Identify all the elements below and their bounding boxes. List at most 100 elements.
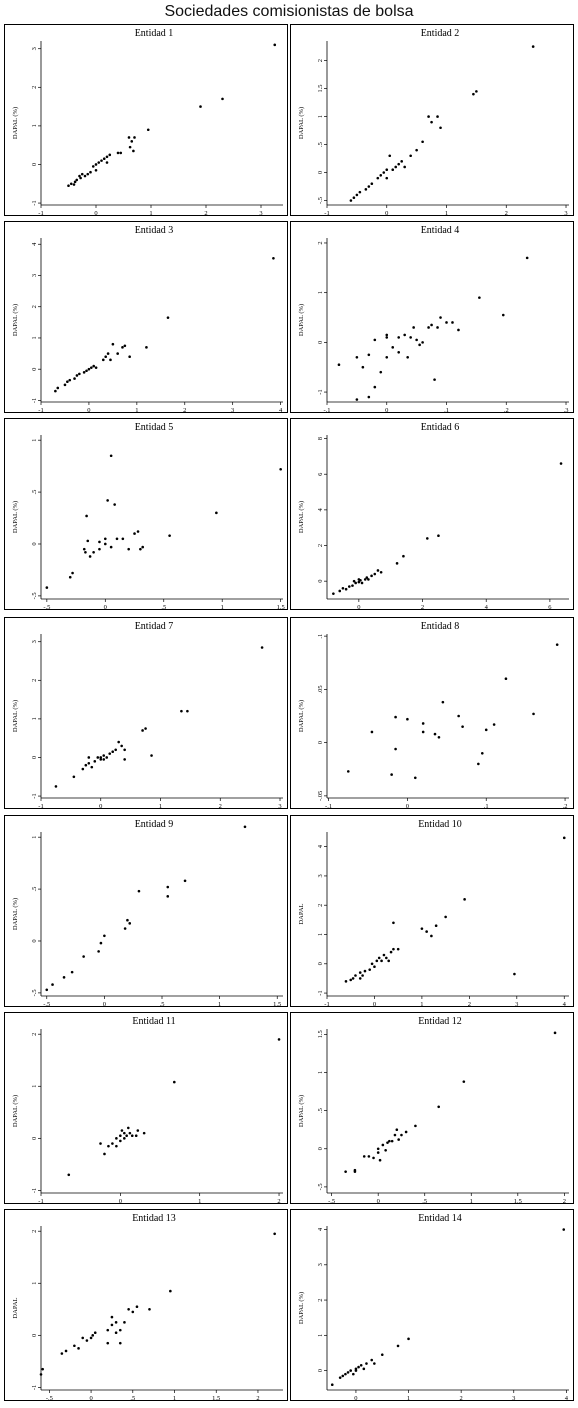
data-point (103, 542, 107, 546)
data-point (109, 358, 112, 362)
data-point (353, 1170, 357, 1173)
data-point (127, 136, 131, 139)
data-point (118, 1328, 122, 1332)
data-point (97, 161, 101, 164)
data-point (142, 1131, 146, 1135)
data-point (355, 398, 359, 401)
data-point (105, 161, 109, 164)
data-point (359, 578, 362, 582)
data-point (119, 151, 123, 155)
chart-title: Entidad 6 (421, 422, 460, 433)
chart-title: Entidad 7 (135, 621, 174, 632)
data-point (370, 182, 374, 186)
x-tick-label: -.5 (43, 1001, 50, 1006)
data-point (365, 1362, 368, 1365)
data-point (433, 378, 436, 381)
data-point (75, 374, 79, 377)
y-tick-label: 0 (31, 1137, 38, 1140)
data-point (96, 756, 100, 759)
data-point (215, 511, 218, 515)
data-point (80, 172, 84, 176)
data-point (105, 155, 109, 159)
x-tick-label: 1 (221, 604, 224, 609)
x-tick-label: -.5 (46, 1395, 53, 1400)
x-tick-label: 1 (420, 1001, 423, 1006)
data-point (102, 754, 106, 757)
x-tick-label: -1 (38, 1198, 43, 1203)
data-point (150, 754, 153, 757)
scatter-plot: Entidad 9-.50.51-.50.511.5DACT (%)DAPAL … (12, 819, 283, 1006)
chart-title: Entidad 13 (132, 1213, 176, 1224)
data-point (94, 366, 98, 369)
scatter-plot: Entidad 5-.50.51-.50.511.5DACT (%)DAPAL … (12, 422, 285, 609)
x-tick-label: 0 (119, 1198, 122, 1203)
data-point (127, 547, 130, 551)
data-point (166, 885, 170, 889)
data-point (115, 1137, 118, 1140)
data-point (362, 1155, 366, 1158)
y-tick-label: -.5 (317, 197, 324, 204)
data-point (106, 352, 110, 355)
data-point (121, 537, 125, 541)
data-point (111, 750, 115, 753)
data-point (221, 97, 224, 101)
data-point (130, 140, 134, 143)
x-tick-label: 0 (89, 1395, 92, 1400)
data-point (79, 176, 82, 180)
data-point (406, 717, 409, 721)
data-point (391, 346, 395, 349)
data-point (272, 257, 275, 260)
x-tick-label: .1 (484, 803, 489, 808)
y-tick-label: 1 (317, 1334, 324, 1337)
chart-title: Entidad 3 (135, 225, 174, 236)
data-point (106, 1341, 110, 1345)
data-point (361, 365, 365, 369)
data-point (396, 947, 400, 951)
data-point (99, 1142, 102, 1145)
data-point (243, 825, 247, 829)
data-point (98, 547, 101, 551)
data-point (54, 785, 58, 788)
y-tick-label: 0 (31, 939, 38, 942)
data-point (41, 1367, 44, 1371)
y-tick-label: 1 (31, 1085, 38, 1088)
data-point (119, 1139, 122, 1143)
data-point (172, 1080, 176, 1084)
data-point (421, 140, 424, 144)
data-point (430, 120, 433, 124)
data-point (114, 1321, 118, 1324)
data-point (430, 934, 433, 938)
data-point (373, 385, 377, 389)
data-point (71, 571, 74, 575)
data-point (388, 1139, 391, 1143)
data-point (123, 1321, 126, 1324)
y-tick-label: 1 (31, 336, 38, 339)
data-point (91, 1334, 95, 1337)
data-point (84, 550, 87, 554)
y-tick-label: 4 (31, 242, 38, 246)
x-tick-label: 1 (173, 1395, 176, 1400)
data-point (357, 1365, 360, 1369)
data-point (385, 168, 389, 172)
data-point (166, 316, 170, 319)
y-tick-label: 2 (31, 86, 38, 89)
data-point (349, 1369, 352, 1372)
data-point (103, 1152, 106, 1156)
data-point (391, 168, 395, 172)
data-point (463, 898, 466, 901)
data-point (132, 149, 135, 153)
data-point (365, 576, 369, 579)
data-point (98, 540, 101, 544)
data-point (87, 367, 91, 371)
data-point (355, 193, 359, 197)
data-point (562, 836, 566, 840)
data-point (128, 355, 131, 359)
scatter-plot: Entidad 12-.50.511.5-.50.511.52DACT (%)D… (298, 1016, 569, 1203)
data-point (78, 372, 81, 376)
data-point (421, 722, 425, 725)
data-point (139, 547, 142, 551)
y-tick-label: .1 (317, 634, 324, 639)
data-point (273, 1232, 276, 1236)
